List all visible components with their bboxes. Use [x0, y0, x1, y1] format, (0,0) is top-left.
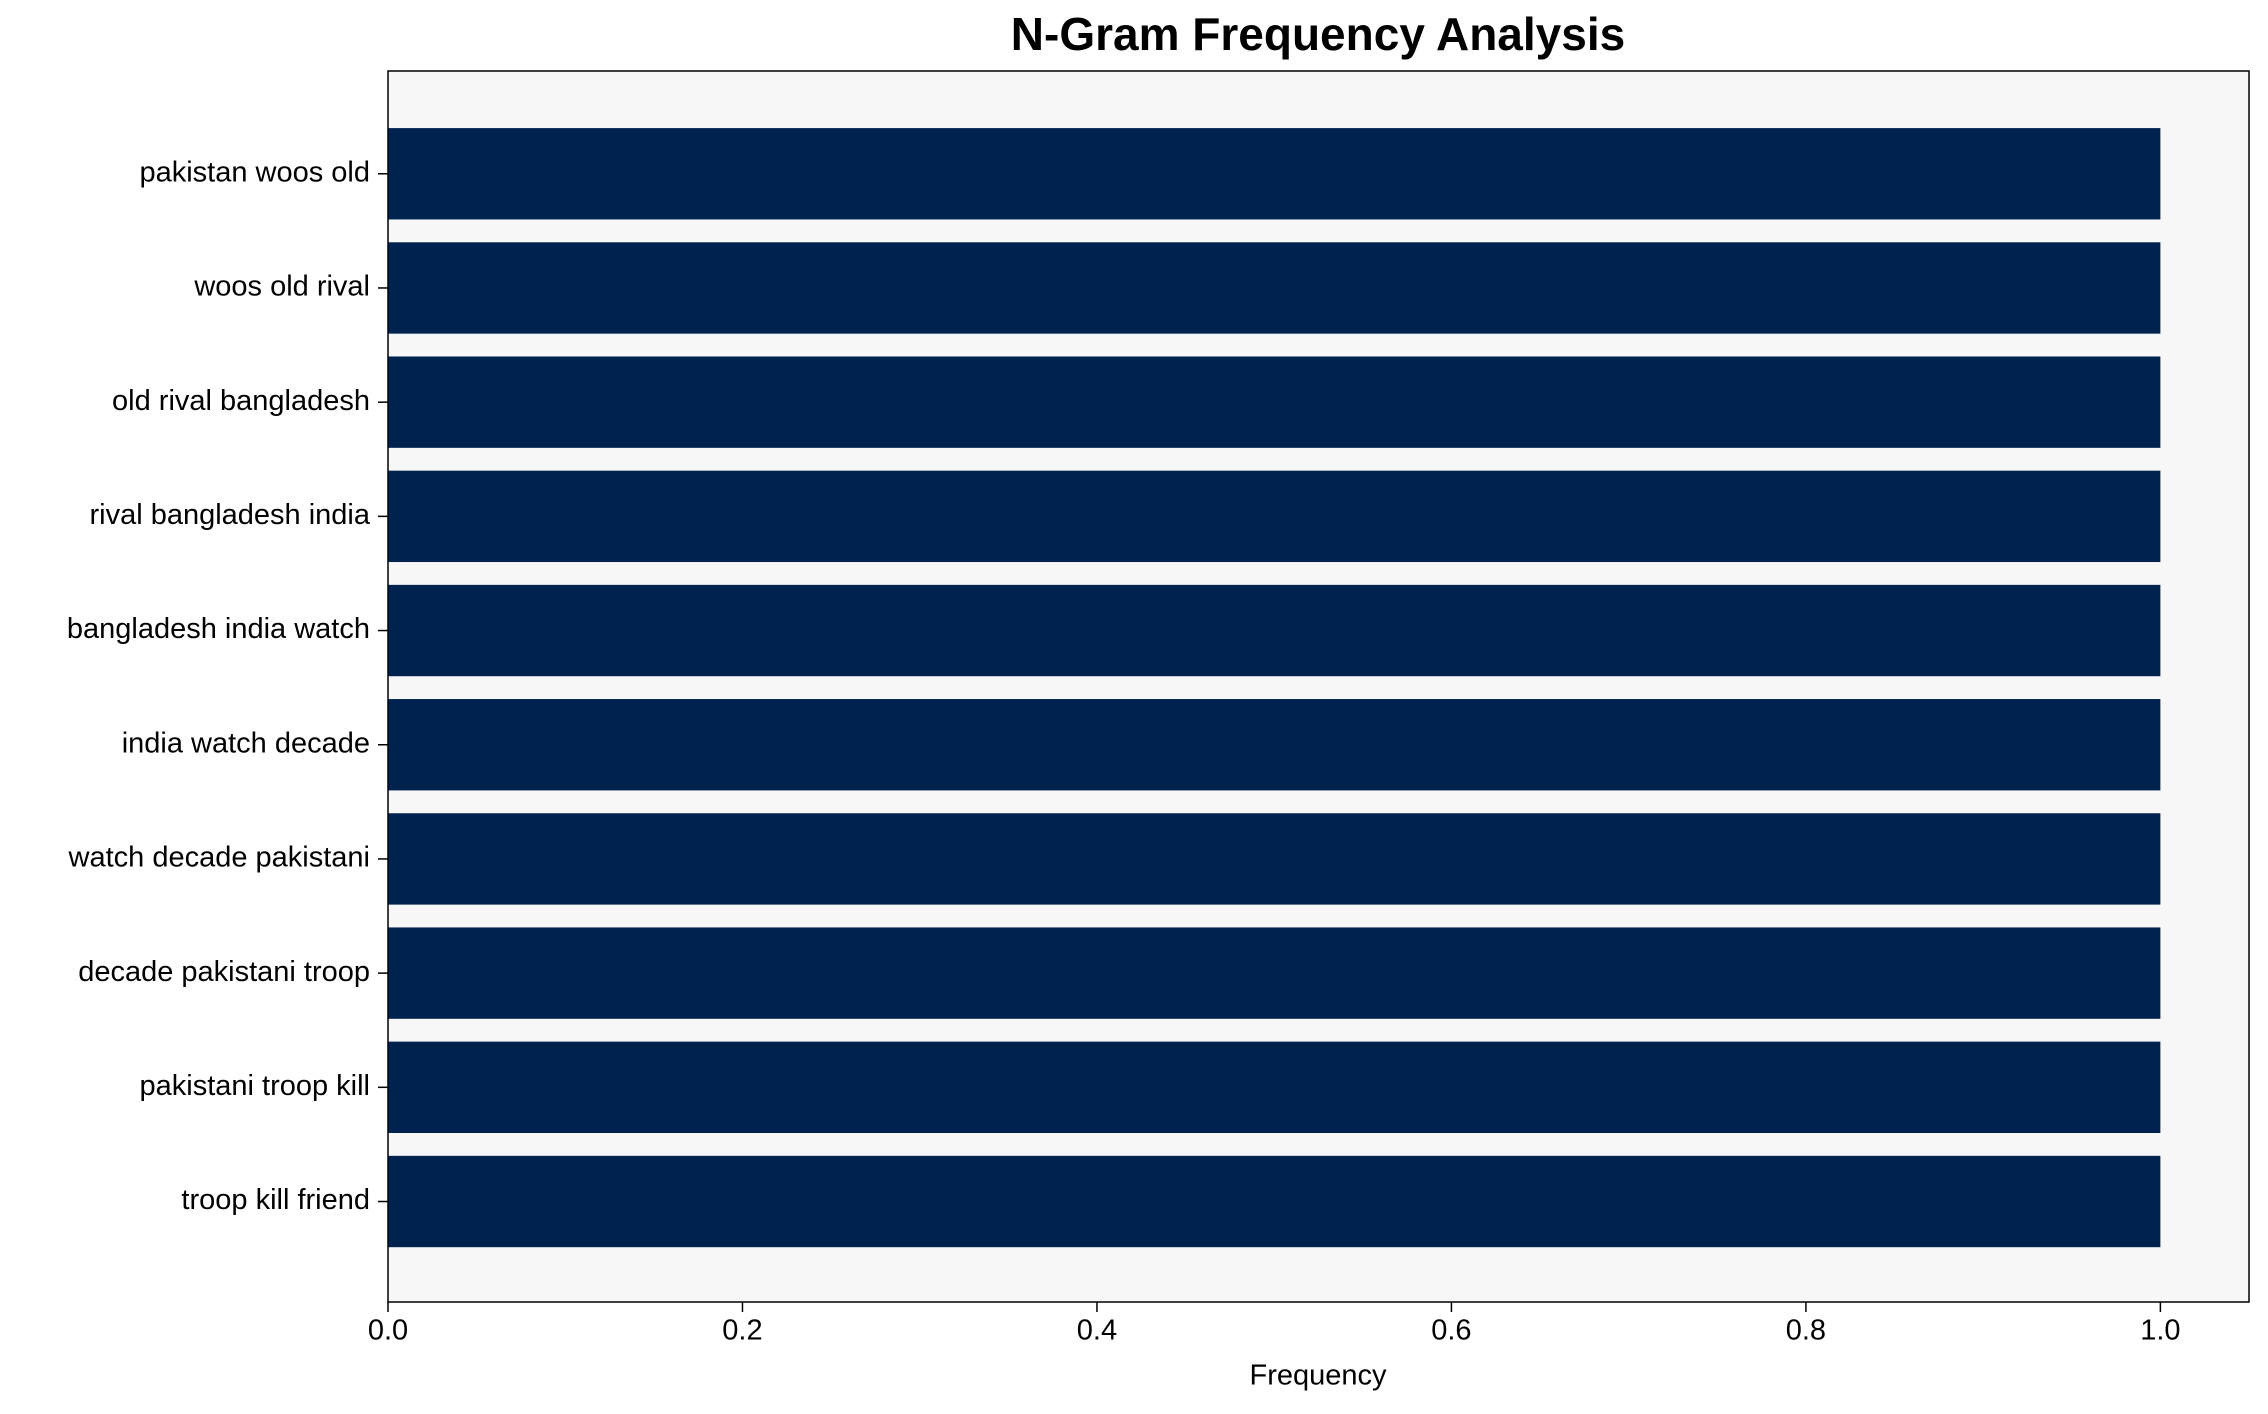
bar — [388, 699, 2161, 791]
x-tick-label: 0.4 — [1077, 1315, 1117, 1347]
bar — [388, 1041, 2161, 1133]
bar — [388, 128, 2161, 220]
bar — [388, 242, 2161, 334]
axes-frame — [387, 70, 2250, 1303]
y-tick-label: watch decade pakistani — [68, 842, 370, 874]
x-tick-label: 0.8 — [1786, 1315, 1826, 1347]
bar — [388, 813, 2161, 905]
y-tick-label: old rival bangladesh — [112, 385, 370, 417]
bar — [388, 356, 2161, 448]
y-tick-label: pakistani troop kill — [140, 1070, 371, 1102]
y-tick-label: india watch decade — [122, 727, 370, 759]
x-tick-label: 0.6 — [1431, 1315, 1471, 1347]
chart-title: N-Gram Frequency Analysis — [1011, 8, 1625, 60]
bar — [388, 584, 2161, 677]
y-tick-label: pakistan woos old — [139, 156, 370, 188]
bar — [388, 470, 2161, 563]
y-tick-label: bangladesh india watch — [67, 613, 370, 645]
y-tick-label: woos old rival — [193, 271, 370, 303]
x-tick-label: 1.0 — [2140, 1315, 2180, 1347]
x-tick-label: 0.0 — [368, 1315, 408, 1347]
bar — [388, 927, 2161, 1019]
x-axis-label: Frequency — [1249, 1360, 1387, 1392]
y-tick-label: rival bangladesh india — [89, 499, 370, 531]
bar — [388, 1155, 2161, 1248]
y-tick-label: troop kill friend — [181, 1184, 370, 1216]
y-tick-label: decade pakistani troop — [78, 956, 370, 988]
x-tick-label: 0.2 — [722, 1315, 762, 1347]
